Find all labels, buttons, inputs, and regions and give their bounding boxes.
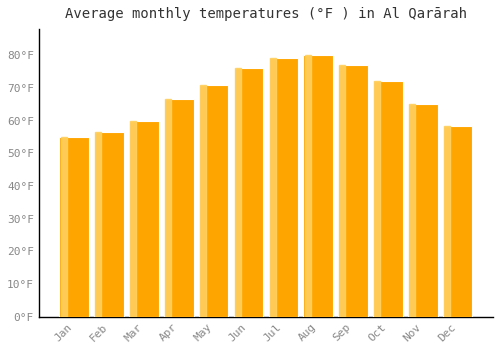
Bar <box>129 121 159 317</box>
Bar <box>444 126 450 317</box>
Bar <box>304 55 310 317</box>
Bar <box>234 68 264 317</box>
Bar <box>373 81 402 317</box>
Bar <box>60 137 66 317</box>
Bar <box>270 58 276 317</box>
Bar <box>94 132 124 317</box>
Bar <box>165 99 171 317</box>
Bar <box>338 65 368 317</box>
Bar <box>235 68 241 317</box>
Bar <box>130 121 136 317</box>
Bar <box>409 104 415 317</box>
Bar <box>340 65 345 317</box>
Bar <box>60 137 89 317</box>
Bar <box>164 99 194 317</box>
Bar <box>199 85 228 317</box>
Bar <box>443 126 472 317</box>
Title: Average monthly temperatures (°F ) in Al Qarārah: Average monthly temperatures (°F ) in Al… <box>65 7 467 21</box>
Bar <box>304 55 333 317</box>
Bar <box>96 132 102 317</box>
Bar <box>268 58 298 317</box>
Bar <box>408 104 438 317</box>
Bar <box>374 81 380 317</box>
Bar <box>200 85 206 317</box>
